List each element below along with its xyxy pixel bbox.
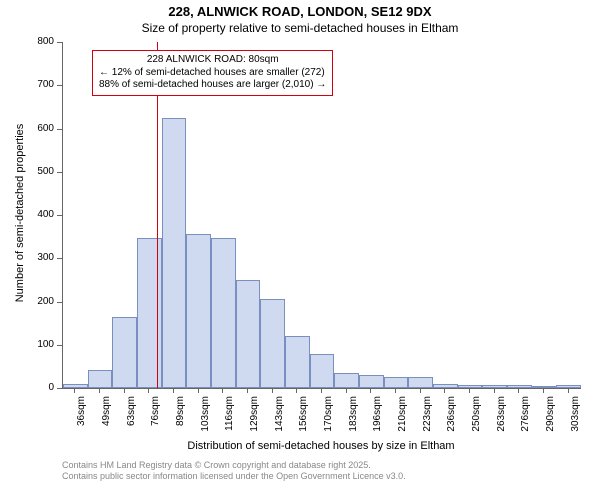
y-tick-label: 0	[24, 382, 54, 393]
histogram-bar	[211, 238, 236, 389]
histogram-bar	[507, 385, 532, 388]
x-tick-label: 103sqm	[200, 396, 211, 442]
y-tick-label: 500	[24, 166, 54, 177]
x-tick-label: 143sqm	[274, 396, 285, 442]
x-tick-label: 236sqm	[446, 396, 457, 442]
callout-line: ← 12% of semi-detached houses are smalle…	[99, 67, 326, 80]
y-tick-label: 600	[24, 123, 54, 134]
x-tick-label: 63sqm	[126, 396, 137, 442]
x-tick-label: 250sqm	[471, 396, 482, 442]
histogram-bar	[186, 234, 211, 388]
x-tick-label: 129sqm	[249, 396, 260, 442]
x-tick-label: 49sqm	[101, 396, 112, 442]
y-tick-label: 700	[24, 79, 54, 90]
y-tick-label: 300	[24, 252, 54, 263]
x-tick-label: 116sqm	[224, 396, 235, 442]
x-tick-label: 290sqm	[545, 396, 556, 442]
y-tick-label: 800	[24, 36, 54, 47]
histogram-bar	[162, 118, 187, 388]
histogram-bar	[310, 354, 335, 388]
x-tick-label: 76sqm	[150, 396, 161, 442]
histogram-bar	[137, 238, 162, 389]
histogram-bar	[63, 384, 88, 388]
footer-line2: Contains public sector information licen…	[62, 471, 406, 482]
title-line2: Size of property relative to semi-detach…	[0, 21, 600, 35]
histogram-bar	[285, 336, 310, 388]
histogram-bar	[236, 280, 261, 388]
footer-line1: Contains HM Land Registry data © Crown c…	[62, 460, 406, 471]
x-tick-label: 210sqm	[397, 396, 408, 442]
histogram-bar	[334, 373, 359, 388]
x-tick-label: 89sqm	[175, 396, 186, 442]
y-tick-label: 100	[24, 339, 54, 350]
histogram-bar	[482, 385, 507, 388]
x-tick-label: 156sqm	[298, 396, 309, 442]
footer-attribution: Contains HM Land Registry data © Crown c…	[62, 460, 406, 483]
x-tick-label: 263sqm	[496, 396, 507, 442]
x-tick-label: 36sqm	[76, 396, 87, 442]
x-tick-label: 303sqm	[570, 396, 581, 442]
histogram-bar	[556, 385, 581, 388]
callout-box: 228 ALNWICK ROAD: 80sqm← 12% of semi-det…	[92, 50, 333, 96]
x-tick-label: 276sqm	[520, 396, 531, 442]
title-line1: 228, ALNWICK ROAD, LONDON, SE12 9DX	[0, 4, 600, 19]
callout-line: 228 ALNWICK ROAD: 80sqm	[99, 54, 326, 67]
callout-line: 88% of semi-detached houses are larger (…	[99, 79, 326, 92]
histogram-bar	[359, 375, 384, 388]
x-tick-label: 196sqm	[372, 396, 383, 442]
histogram-bar	[88, 370, 113, 388]
histogram-chart: 228, ALNWICK ROAD, LONDON, SE12 9DX Size…	[0, 0, 600, 500]
histogram-bar	[260, 299, 285, 388]
x-tick-label: 183sqm	[348, 396, 359, 442]
histogram-bar	[408, 377, 433, 388]
histogram-bar	[433, 384, 458, 388]
y-tick-label: 400	[24, 209, 54, 220]
y-tick-label: 200	[24, 296, 54, 307]
x-tick-label: 223sqm	[422, 396, 433, 442]
histogram-bar	[384, 377, 409, 388]
histogram-bar	[112, 317, 137, 388]
x-tick-label: 170sqm	[323, 396, 334, 442]
